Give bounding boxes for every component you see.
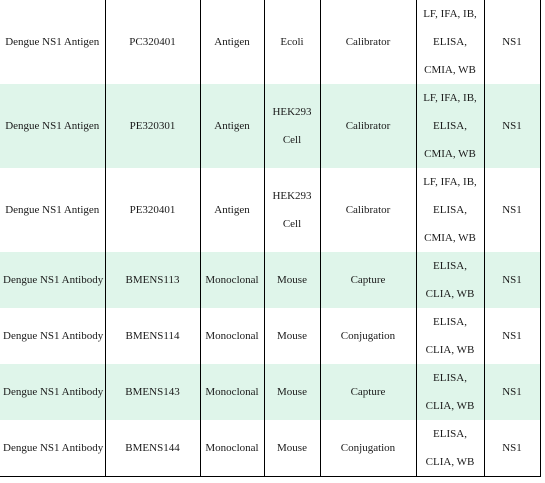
- type-cell: Monoclonal: [199, 252, 265, 308]
- assays-cell-line: ELISA,: [433, 428, 467, 440]
- type-cell: Monoclonal: [199, 308, 265, 364]
- target-cell: NS1: [483, 420, 541, 477]
- application-cell: Calibrator: [319, 84, 417, 168]
- product-name-cell: Dengue NS1 Antibody: [0, 364, 106, 420]
- assays-cell: ELISA, CLIA, WB: [415, 420, 485, 477]
- product-name-cell: Dengue NS1 Antibody: [0, 252, 106, 308]
- target-cell: NS1: [483, 0, 541, 84]
- target-cell: NS1: [483, 308, 541, 364]
- assays-cell-line: CLIA, WB: [425, 344, 475, 356]
- host-cell-line: Mouse: [277, 330, 307, 342]
- assays-cell-line: ELISA,: [433, 372, 467, 384]
- assays-cell: ELISA, CLIA, WB: [415, 252, 485, 308]
- assays-cell-line: CMIA, WB: [424, 148, 476, 160]
- application-cell: Capture: [319, 364, 417, 420]
- type-cell: Monoclonal: [199, 364, 265, 420]
- table-row: Dengue NS1 Antigen PE320301 Antigen HEK293 C…: [0, 84, 541, 168]
- assays-cell-line: CMIA, WB: [424, 64, 476, 76]
- target-cell: NS1: [483, 168, 541, 252]
- catalog-number-cell: PE320301: [104, 84, 201, 168]
- host-cell-line: Mouse: [277, 442, 307, 454]
- product-name-cell: Dengue NS1 Antibody: [0, 308, 106, 364]
- assays-cell-line: LF, IFA, IB,: [423, 8, 477, 20]
- table-row: Dengue NS1 Antibody BMENS143 Monoclonal Mou…: [0, 364, 541, 420]
- type-cell: Antigen: [199, 84, 265, 168]
- table-row: Dengue NS1 Antibody BMENS144 Monoclonal Mou…: [0, 420, 541, 477]
- host-cell-line: Ecoli: [280, 36, 304, 48]
- host-cell: HEK293 Cell: [263, 84, 321, 168]
- table-row: Dengue NS1 Antibody BMENS113 Monoclonal Mou…: [0, 252, 541, 308]
- host-cell: Mouse: [263, 308, 321, 364]
- target-cell: NS1: [483, 364, 541, 420]
- host-cell: Mouse: [263, 420, 321, 477]
- host-cell-line: Cell: [282, 134, 302, 146]
- assays-cell: LF, IFA, IB, ELISA, CMIA, WB: [415, 0, 485, 84]
- assays-cell: ELISA, CLIA, WB: [415, 308, 485, 364]
- assays-cell-line: ELISA,: [433, 316, 467, 328]
- host-cell-line: Mouse: [277, 274, 307, 286]
- assays-cell-line: ELISA,: [433, 120, 467, 132]
- assays-cell: LF, IFA, IB, ELISA, CMIA, WB: [415, 84, 485, 168]
- assays-cell-line: ELISA,: [433, 36, 467, 48]
- product-name-cell: Dengue NS1 Antigen: [0, 0, 106, 84]
- host-cell-line: HEK293: [272, 106, 312, 118]
- product-name-cell: Dengue NS1 Antigen: [0, 84, 106, 168]
- assays-cell-line: CLIA, WB: [425, 400, 475, 412]
- assays-cell-line: CMIA, WB: [424, 232, 476, 244]
- assays-cell-line: CLIA, WB: [425, 288, 475, 300]
- assays-cell: LF, IFA, IB, ELISA, CMIA, WB: [415, 168, 485, 252]
- assays-cell: ELISA, CLIA, WB: [415, 364, 485, 420]
- application-cell: Conjugation: [319, 420, 417, 477]
- host-cell-line: HEK293: [272, 190, 312, 202]
- host-cell: Ecoli: [263, 0, 321, 84]
- catalog-number-cell: PE320401: [104, 168, 201, 252]
- type-cell: Antigen: [199, 168, 265, 252]
- application-cell: Calibrator: [319, 168, 417, 252]
- type-cell: Monoclonal: [199, 420, 265, 477]
- assays-cell-line: CLIA, WB: [425, 456, 475, 468]
- assays-cell-line: ELISA,: [433, 260, 467, 272]
- assays-cell-line: LF, IFA, IB,: [423, 92, 477, 104]
- product-name-cell: Dengue NS1 Antigen: [0, 168, 106, 252]
- catalog-number-cell: PC320401: [104, 0, 201, 84]
- target-cell: NS1: [483, 84, 541, 168]
- host-cell-line: Cell: [282, 218, 302, 230]
- type-cell: Antigen: [199, 0, 265, 84]
- catalog-number-cell: BMENS113: [104, 252, 201, 308]
- application-cell: Capture: [319, 252, 417, 308]
- application-cell: Conjugation: [319, 308, 417, 364]
- table-row: Dengue NS1 Antigen PC320401 Antigen Ecoli Ca…: [0, 0, 541, 84]
- host-cell-line: Mouse: [277, 386, 307, 398]
- target-cell: NS1: [483, 252, 541, 308]
- assays-cell-line: LF, IFA, IB,: [423, 176, 477, 188]
- product-name-cell: Dengue NS1 Antibody: [0, 420, 106, 477]
- host-cell: Mouse: [263, 252, 321, 308]
- application-cell: Calibrator: [319, 0, 417, 84]
- host-cell: Mouse: [263, 364, 321, 420]
- table-row: Dengue NS1 Antibody BMENS114 Monoclonal Mou…: [0, 308, 541, 364]
- catalog-number-cell: BMENS143: [104, 364, 201, 420]
- catalog-number-cell: BMENS144: [104, 420, 201, 477]
- table-row: Dengue NS1 Antigen PE320401 Antigen HEK293 C…: [0, 168, 541, 252]
- host-cell: HEK293 Cell: [263, 168, 321, 252]
- assays-cell-line: ELISA,: [433, 204, 467, 216]
- catalog-number-cell: BMENS114: [104, 308, 201, 364]
